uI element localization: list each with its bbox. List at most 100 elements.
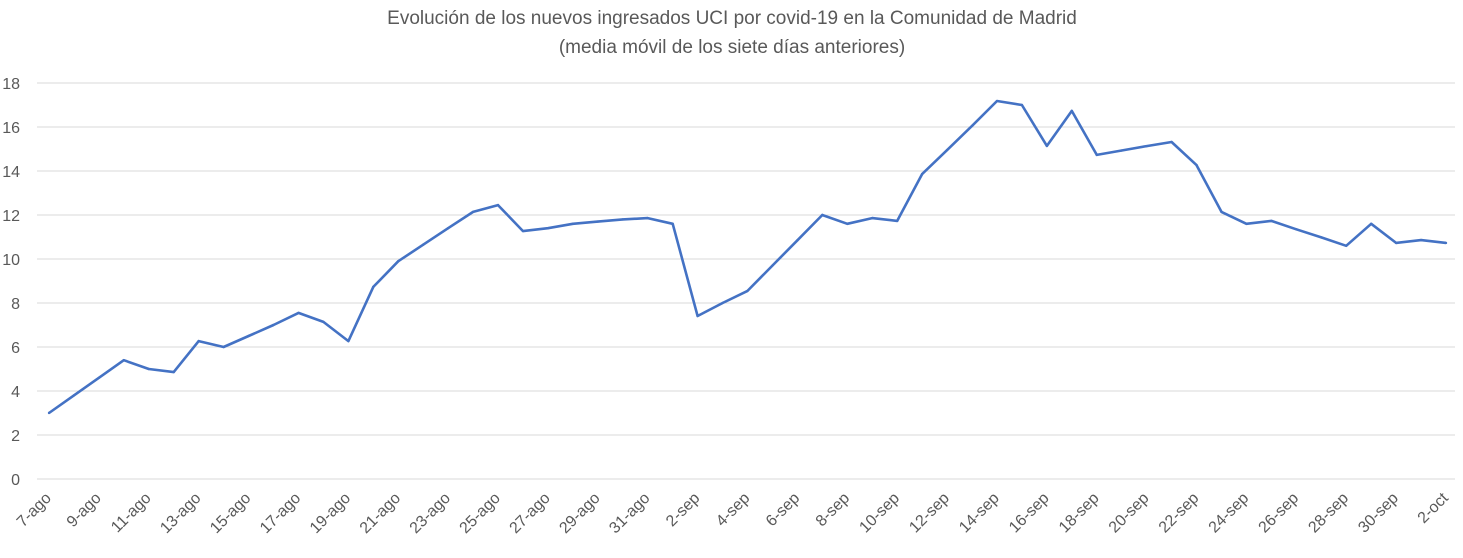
x-tick-label: 27-ago [507,490,554,537]
x-tick-label: 19-ago [307,490,354,537]
y-tick-label: 14 [2,164,20,181]
data-point [1070,109,1074,113]
y-tick-label: 0 [11,472,20,489]
data-point [846,222,849,225]
data-point [147,367,150,371]
x-tick-label: 2-oct [1415,489,1453,527]
y-tick-label: 8 [11,296,20,313]
x-tick-label: 31-ago [606,490,653,537]
data-point [1120,149,1123,152]
data-point [821,213,824,217]
x-tick-label: 29-ago [556,490,603,537]
data-point [172,370,175,374]
data-point [72,394,76,397]
data-point [1295,228,1298,231]
data-point [521,229,525,233]
data-point [197,339,200,343]
data-point [471,210,475,214]
data-point [1320,236,1323,239]
y-tick-label: 2 [11,428,20,445]
data-point [496,203,500,207]
data-point [1444,241,1448,245]
series-line [48,99,1447,415]
data-point [97,376,101,379]
x-tick-label: 21-ago [357,490,404,537]
data-point [421,243,425,246]
x-tick-label: 25-ago [457,490,504,537]
y-tick-label: 6 [11,340,20,357]
x-tick-label: 12-sep [906,490,953,537]
data-point [1270,219,1273,223]
data-point [1170,140,1173,144]
data-point [1369,222,1373,225]
data-point [671,222,674,225]
x-tick-label: 4-sep [713,490,753,530]
x-tick-label: 30-sep [1355,490,1402,537]
data-point [945,148,949,152]
x-tick-label: 22-sep [1156,490,1203,537]
x-tick-label: 9-ago [64,490,105,531]
data-point [1419,238,1423,242]
x-tick-label: 2-sep [663,490,703,530]
data-point [247,334,250,338]
data-point [571,222,575,225]
data-point [1045,144,1049,148]
x-tick-label: 26-sep [1256,490,1303,537]
y-tick-label: 12 [2,208,20,225]
data-point [1095,153,1098,157]
x-tick-label: 6-sep [763,490,803,530]
data-point [771,264,774,267]
x-tick-label: 11-ago [108,490,154,536]
data-point [397,260,400,263]
x-tick-label: 18-sep [1056,490,1103,537]
data-point [920,172,924,176]
data-point [372,285,375,289]
x-tick-label: 14-sep [956,490,1003,537]
data-point [871,216,874,220]
x-tick-label: 16-sep [1006,490,1053,537]
x-tick-label: 13-ago [157,490,204,537]
data-point [995,99,999,103]
data-point [47,411,51,415]
y-tick-label: 16 [2,120,20,137]
data-point [272,323,275,327]
data-point [596,220,600,223]
data-point [621,218,624,221]
x-tick-label: 7-ago [14,490,55,531]
chart-title: Evolución de los nuevos ingresados UCI p… [387,8,1077,29]
data-point [446,227,450,230]
data-point [970,124,974,128]
data-point [1394,241,1398,245]
data-point [696,314,699,318]
data-point [297,311,300,315]
data-point [1345,244,1348,247]
y-tick-label: 4 [11,384,20,401]
chart-subtitle: (media móvil de los siete días anteriore… [559,37,905,58]
data-point [347,339,350,343]
data-point [222,345,225,349]
x-tick-label: 8-sep [813,490,853,530]
x-tick-label: 23-ago [407,490,454,537]
data-point [1195,163,1198,167]
data-point [1020,103,1024,107]
data-point [895,219,899,223]
x-tick-label: 10-sep [856,490,903,537]
data-point [721,301,724,305]
x-tick-label: 28-sep [1305,490,1352,537]
x-tick-label: 20-sep [1106,490,1153,537]
y-tick-label: 10 [2,252,20,269]
y-tick-label: 18 [2,76,20,93]
data-point [122,359,126,362]
data-point [1220,210,1223,214]
data-point [322,320,325,324]
data-point [646,216,649,220]
data-point [796,239,799,242]
x-tick-label: 15-ago [207,490,254,537]
x-tick-label: 17-ago [257,490,304,537]
data-point [746,289,749,293]
data-point [1145,144,1148,148]
x-tick-label: 24-sep [1206,490,1253,537]
data-point [546,227,550,230]
data-point [1245,222,1248,225]
